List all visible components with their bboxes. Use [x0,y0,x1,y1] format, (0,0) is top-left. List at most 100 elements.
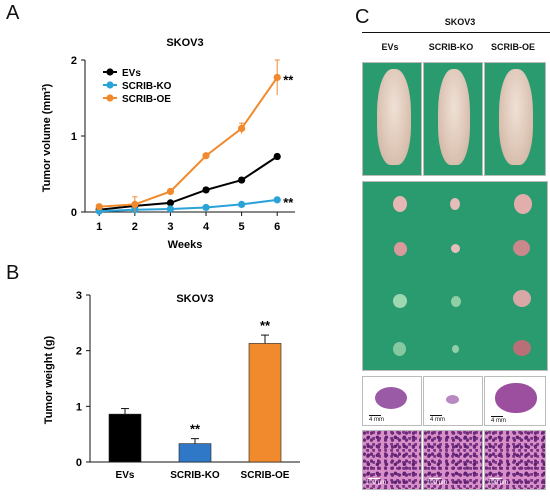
legend-label-scrib-oe: SCRIB-OE [122,94,171,105]
tumor [513,240,530,256]
point-scrib-oe [131,200,139,208]
scale-label: 4 mm [369,417,384,423]
x-tick-label: 3 [167,221,173,233]
legend-marker-scrib-ko [106,81,114,89]
tumor [452,345,459,353]
significance-label: ** [190,422,201,437]
point-scrib-ko [166,205,175,213]
bar-scrib-oe [248,343,282,463]
mouse-body [377,69,411,165]
point-scrib-ko [238,200,246,208]
chart-a-ylabel: Tumor volume (mm³) [41,83,53,192]
scale-bar [490,478,502,479]
tumor [451,244,460,253]
mouse-photo-scrib-oe [484,62,546,176]
section-evs: 4 mm [362,376,422,426]
tumor [513,290,531,307]
chart-a-xlabel: Weeks [168,239,203,251]
x-tick-label: 6 [274,221,280,233]
scale-bar [430,415,442,416]
point-scrib-oe [202,152,210,160]
panel-label-b: B [6,262,20,284]
panel-label-c: C [355,6,370,28]
panel-c-title: SKOV3 [444,17,476,27]
tumor [514,194,532,214]
legend-marker-evs [106,68,114,76]
tumor [513,340,531,356]
tumor [451,296,461,307]
panel-c-divider [362,32,550,33]
chart-a-marks: ** ** [95,59,294,215]
x-tick-label: 5 [239,221,245,233]
scale-label: 100 μm [427,480,448,486]
micrograph-scrib-oe: 100 μm [484,430,546,490]
legend-label-evs: EVs [122,68,141,79]
chart-b-ylabel: Tumor weight (g) [43,335,55,424]
scale-label: 100 μm [488,480,509,486]
point-scrib-ko [202,203,210,212]
point-evs [238,176,246,184]
significance-label: ** [283,195,294,210]
scale-bar [429,478,441,479]
scale-bar [368,478,380,479]
y-tick-label: 2 [71,55,77,67]
tumor-weight-chart: SKOV3 Tumor weight (g) 0 1 2 3 EVs SCRIB-KO SC… [43,290,300,481]
y-tick-label: 3 [76,290,82,302]
tumor [393,294,407,308]
tissue-section [446,395,459,404]
y-tick-label: 1 [71,131,77,143]
chart-a-title: SKOV3 [166,37,203,49]
tumor [393,342,406,356]
bar-evs [108,413,142,463]
tissue-section [375,387,407,409]
point-scrib-ko [273,196,281,204]
excised-tumors-photo [362,181,548,371]
point-evs [202,186,210,194]
point-scrib-oe [95,203,103,211]
scale-bar [491,416,503,417]
x-tick-label-scrib-ko: SCRIB-KO [170,470,220,481]
xenograft-images-panel: SKOV3 EVs SCRIB-KO SCRIB-OE 4 mm 4 mm [340,0,550,497]
mouse-body [438,69,470,165]
y-tick-label: 0 [76,457,82,469]
mouse-photo-evs [362,62,422,176]
mouse-photo-scrib-ko [423,62,483,176]
y-tick-label: 1 [76,401,82,413]
col-label-scrib-ko: SCRIB-KO [428,42,474,52]
tumor [450,198,460,210]
chart-b-marks: ** ** [108,318,282,463]
line-scrib-oe [99,76,279,208]
point-scrib-oe [238,124,246,132]
section-scrib-ko: 4 mm [423,376,483,426]
x-tick-label-scrib-oe: SCRIB-OE [241,470,290,481]
tumor [394,242,407,256]
col-label-scrib-oe: SCRIB-OE [490,42,535,52]
x-tick-label: 1 [96,221,102,233]
line-evs [99,155,278,211]
micrograph-evs: 100 μm [362,430,422,490]
significance-label: ** [283,72,294,87]
scale-label: 100 μm [366,480,387,486]
section-scrib-oe: 4 mm [484,376,546,426]
point-scrib-oe [273,73,281,82]
chart-b-title: SKOV3 [176,293,213,305]
legend-marker-scrib-oe [106,94,114,102]
point-scrib-oe [166,187,175,196]
y-tick-label: 2 [76,346,82,358]
col-label-evs: EVs [381,42,399,52]
point-evs [273,152,281,161]
tissue-section [495,383,537,413]
y-tick-label: 0 [71,207,77,219]
x-tick-label: 2 [132,221,138,233]
scale-label: 4 mm [430,417,445,423]
x-tick-label: 4 [203,221,210,233]
scale-bar [369,415,381,416]
mouse-body [499,69,533,165]
tumor-volume-chart: SKOV3 Tumor volume (mm³) Weeks 0 1 2 1 2 3 4 5 6… [41,37,295,251]
scale-label: 4 mm [491,418,506,424]
chart-a-legend: EVs SCRIB-KO SCRIB-OE [103,68,172,105]
significance-label: ** [260,318,271,333]
tumor [393,196,407,212]
micrograph-scrib-ko: 100 μm [423,430,483,490]
point-evs [166,199,175,207]
